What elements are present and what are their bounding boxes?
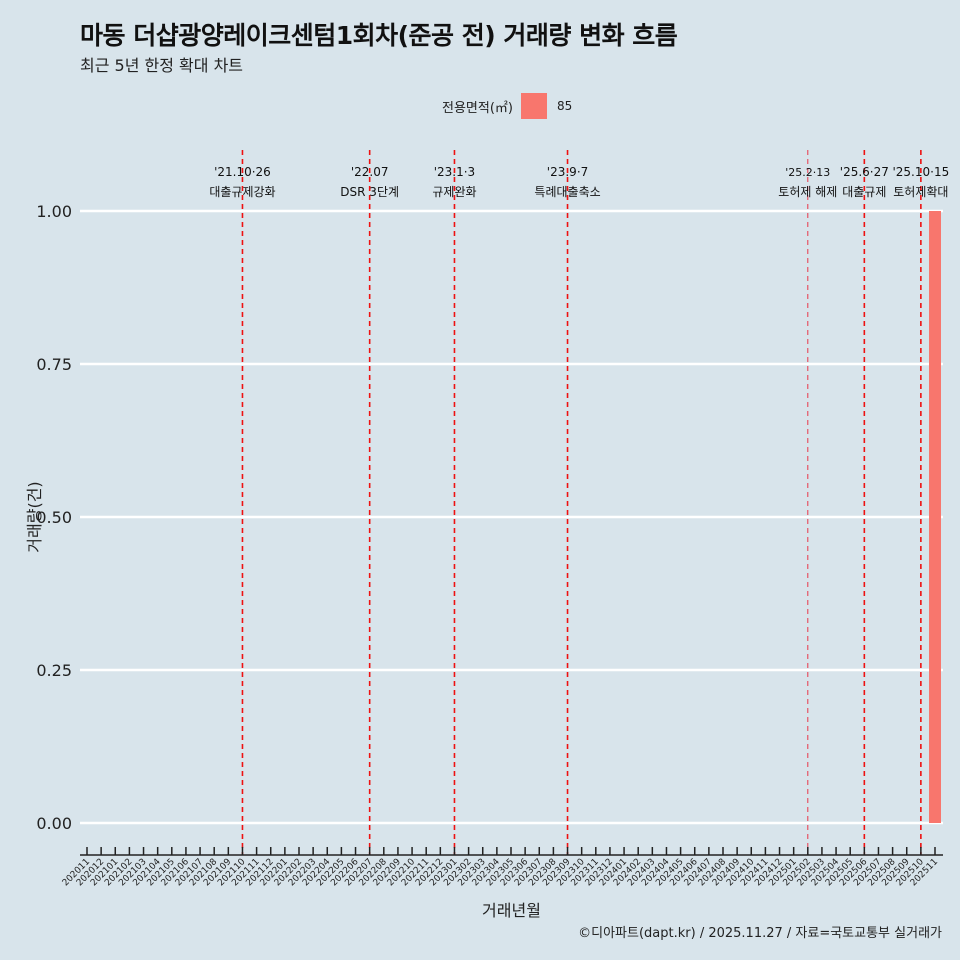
event-date: '25.6·27 bbox=[840, 165, 889, 179]
event-date: '25.2·13 bbox=[785, 166, 830, 179]
bar bbox=[929, 211, 941, 823]
event-date: '22.07 bbox=[351, 165, 389, 179]
legend: 전용면적(㎡) 85 bbox=[442, 93, 572, 119]
y-axis-label: 거래량(건) bbox=[25, 481, 44, 553]
y-tick-label: 0.25 bbox=[36, 661, 72, 680]
event-label: 토허제 해제 bbox=[778, 185, 837, 199]
x-axis-label: 거래년월 bbox=[482, 901, 541, 920]
y-tick-label: 0.00 bbox=[36, 814, 72, 833]
event-date: '23.9·7 bbox=[547, 165, 588, 179]
chart-subtitle: 최근 5년 한정 확대 차트 bbox=[80, 56, 244, 75]
legend-title: 전용면적(㎡) bbox=[442, 100, 513, 116]
y-tick-label: 0.75 bbox=[36, 355, 72, 374]
event-date: '23.1·3 bbox=[434, 165, 475, 179]
chart-title: 마동 더샵광양레이크센텀1회차(준공 전) 거래량 변화 흐름 bbox=[80, 21, 678, 50]
event-label: 특례대출축소 bbox=[534, 185, 600, 199]
event-label: DSR 3단계 bbox=[340, 185, 399, 199]
event-label: 토허제확대 bbox=[893, 185, 948, 199]
event-date: '21.10·26 bbox=[214, 165, 271, 179]
event-date: '25.10·15 bbox=[892, 165, 949, 179]
legend-entry: 85 bbox=[556, 99, 573, 113]
y-tick-label: 1.00 bbox=[36, 202, 72, 221]
event-label: 규제완화 bbox=[432, 185, 476, 199]
event-label: 대출규제 bbox=[842, 185, 886, 199]
y-tick-label: 0.50 bbox=[36, 508, 72, 527]
caption: ©디아파트(dapt.kr) / 2025.11.27 / 자료=국토교통부 실… bbox=[578, 926, 942, 941]
event-label: 대출규제강화 bbox=[209, 185, 275, 199]
legend-swatch bbox=[520, 93, 547, 119]
